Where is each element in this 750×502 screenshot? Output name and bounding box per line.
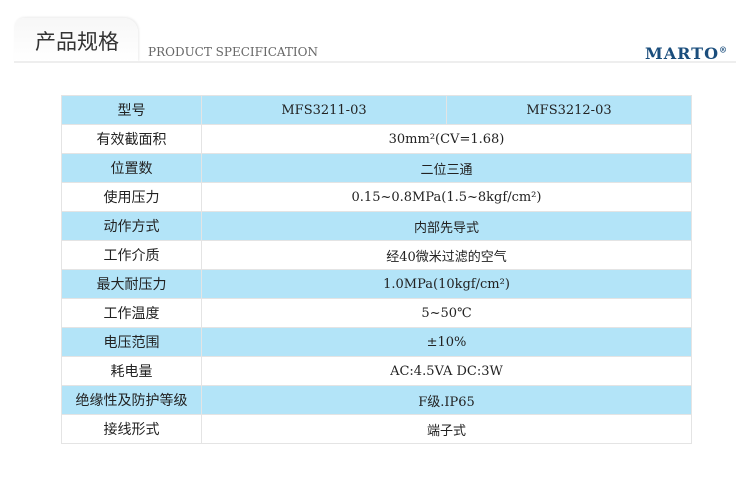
model-label: 型号 (61, 95, 202, 125)
spec-value: ±10% (201, 327, 692, 357)
spec-label: 电压范围 (61, 327, 202, 357)
page-title: 产品规格 (35, 30, 119, 54)
table-row: 动作方式 内部先导式 (61, 211, 692, 241)
spec-table: 型号 MFS3211-03 MFS3212-03 有效截面积 30mm²(CV=1… (61, 95, 692, 444)
page-subtitle: PRODUCT SPECIFICATION (148, 45, 318, 59)
spec-label: 工作温度 (61, 298, 202, 328)
spec-label: 使用压力 (61, 182, 202, 212)
brand-name: MARTO (645, 44, 719, 63)
brand-logo: MARTO® (645, 44, 728, 63)
spec-value: AC:4.5VA DC:3W (201, 356, 692, 386)
spec-value: F级.IP65 (201, 385, 692, 415)
table-row: 耗电量 AC:4.5VA DC:3W (61, 356, 692, 386)
spec-label: 最大耐压力 (61, 269, 202, 299)
table-row: 使用压力 0.15~0.8MPa(1.5~8kgf/cm²) (61, 182, 692, 212)
spec-value: 5~50℃ (201, 298, 692, 328)
registered-mark: ® (719, 44, 728, 55)
spec-value: 内部先导式 (201, 211, 692, 241)
spec-label: 有效截面积 (61, 124, 202, 154)
spec-value: 0.15~0.8MPa(1.5~8kgf/cm²) (201, 182, 692, 212)
spec-label: 接线形式 (61, 414, 202, 444)
header-divider (14, 61, 736, 63)
table-row: 工作温度 5~50℃ (61, 298, 692, 328)
spec-value: 端子式 (201, 414, 692, 444)
table-row: 电压范围 ±10% (61, 327, 692, 357)
spec-label: 动作方式 (61, 211, 202, 241)
model-1: MFS3211-03 (201, 95, 447, 125)
table-header-row: 型号 MFS3211-03 MFS3212-03 (61, 95, 692, 125)
spec-value: 二位三通 (201, 153, 692, 183)
spec-label: 位置数 (61, 153, 202, 183)
spec-value: 30mm²(CV=1.68) (201, 124, 692, 154)
model-2: MFS3212-03 (446, 95, 692, 125)
spec-label: 耗电量 (61, 356, 202, 386)
spec-label: 工作介质 (61, 240, 202, 270)
title-tab (14, 18, 138, 62)
table-row: 工作介质 经40微米过滤的空气 (61, 240, 692, 270)
table-row: 接线形式 端子式 (61, 414, 692, 444)
table-row: 绝缘性及防护等级 F级.IP65 (61, 385, 692, 415)
spec-label: 绝缘性及防护等级 (61, 385, 202, 415)
table-row: 最大耐压力 1.0MPa(10kgf/cm²) (61, 269, 692, 299)
table-row: 位置数 二位三通 (61, 153, 692, 183)
table-row: 有效截面积 30mm²(CV=1.68) (61, 124, 692, 154)
spec-value: 1.0MPa(10kgf/cm²) (201, 269, 692, 299)
spec-value: 经40微米过滤的空气 (201, 240, 692, 270)
